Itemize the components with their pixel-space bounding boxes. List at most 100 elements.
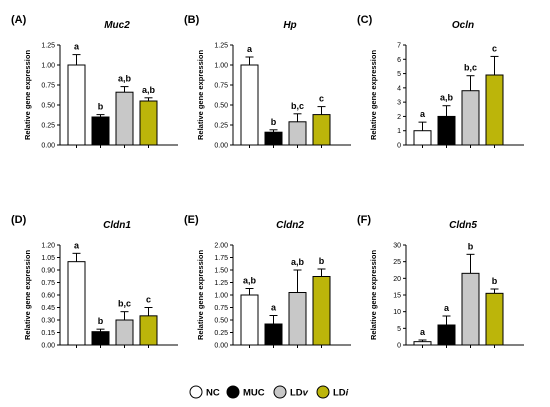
- legend-item: LDv: [273, 385, 309, 399]
- bar-nc: [240, 294, 259, 346]
- bar-muc: [264, 323, 283, 346]
- y-tick-label: 0.60: [41, 293, 55, 300]
- legend: NC MUC LDv LDi: [189, 385, 349, 399]
- legend-label-main: MUC: [243, 388, 265, 399]
- legend-label-suffix: i: [346, 388, 349, 399]
- significance-label: b,c: [291, 101, 304, 111]
- y-tick-label: 0.25: [214, 330, 228, 337]
- y-tick-label: 0.25: [41, 123, 55, 130]
- chart-title: Hp: [283, 20, 296, 31]
- panel-letter: (D): [11, 214, 27, 226]
- y-tick-label: 1.20: [41, 243, 55, 250]
- y-tick-label: 4: [397, 85, 401, 92]
- y-tick-label: 5: [397, 326, 401, 333]
- legend-label: LDi: [333, 388, 349, 399]
- y-tick-label: 0.75: [214, 305, 228, 312]
- panel-letter: (E): [184, 214, 199, 226]
- bar-ldi: [312, 114, 331, 146]
- y-tick-label: 0.50: [214, 103, 228, 110]
- bar-muc: [437, 324, 456, 346]
- y-tick-label: 1.00: [41, 63, 55, 70]
- y-tick-label: 5: [397, 71, 401, 78]
- panel-letter: (B): [184, 14, 200, 26]
- y-axis-label: Relative gene expression: [196, 50, 205, 140]
- y-tick-label: 1.25: [41, 43, 55, 50]
- significance-label: b: [98, 102, 104, 112]
- y-tick-label: 1: [397, 128, 401, 135]
- y-tick-label: 0.00: [214, 143, 228, 150]
- significance-label: b: [98, 316, 104, 326]
- y-tick-label: 15: [393, 293, 401, 300]
- y-axis-label: Relative gene expression: [196, 250, 205, 340]
- y-tick-label: 2: [397, 114, 401, 121]
- significance-label: a,b: [291, 257, 305, 267]
- bar-nc: [67, 64, 86, 146]
- bar-ldi: [139, 100, 158, 146]
- legend-label: NC: [206, 388, 220, 399]
- bar-ldv: [461, 272, 480, 346]
- bar-nc: [413, 130, 432, 146]
- panel-letter: (A): [11, 14, 27, 26]
- y-tick-label: 0.75: [41, 83, 55, 90]
- significance-label: a: [420, 109, 426, 119]
- y-tick-label: 1.05: [41, 255, 55, 262]
- bar-ldv: [288, 121, 307, 146]
- bar-ldi: [485, 74, 504, 146]
- chart-panel: (B) Hp Relative gene expression 0.00 0.25 0.5…: [184, 14, 351, 150]
- chart-panel: (F) Cldn5 Relative gene expression 0 5 10 15 20…: [357, 214, 524, 350]
- y-tick-label: 3: [397, 100, 401, 107]
- y-axis-label: Relative gene expression: [23, 250, 32, 340]
- y-tick-label: 0.00: [214, 343, 228, 350]
- legend-label-main: NC: [206, 388, 220, 399]
- bar-ldv: [288, 292, 307, 346]
- significance-label: c: [146, 295, 151, 305]
- legend-item: MUC: [226, 385, 265, 399]
- y-tick-label: 0.00: [41, 143, 55, 150]
- y-axis-label: Relative gene expression: [369, 50, 378, 140]
- significance-label: b: [271, 117, 277, 127]
- y-tick-label: 0.50: [41, 103, 55, 110]
- y-tick-label: 2.00: [214, 243, 228, 250]
- bar-muc: [91, 331, 110, 346]
- legend-marker: [273, 385, 287, 399]
- significance-label: a: [271, 303, 277, 313]
- y-tick-label: 1.75: [214, 255, 228, 262]
- y-tick-label: 0.30: [41, 318, 55, 325]
- bar-ldi: [139, 315, 158, 346]
- significance-label: c: [319, 94, 324, 104]
- y-tick-label: 0.75: [214, 83, 228, 90]
- bar-ldi: [312, 276, 331, 346]
- legend-item: NC: [189, 385, 220, 399]
- significance-label: b,c: [464, 63, 477, 73]
- y-tick-label: 0.50: [214, 318, 228, 325]
- legend-label: LDv: [290, 388, 309, 399]
- y-tick-label: 1.25: [214, 280, 228, 287]
- significance-label: c: [492, 43, 497, 53]
- legend-label-main: LD: [290, 388, 303, 399]
- significance-label: a: [444, 303, 450, 313]
- bar-ldi: [485, 292, 504, 346]
- y-tick-label: 10: [393, 309, 401, 316]
- chart-title: Cldn5: [449, 220, 477, 231]
- significance-label: b: [319, 256, 325, 266]
- significance-label: a,b: [243, 276, 257, 286]
- legend-label: MUC: [243, 388, 265, 399]
- chart-title: Ocln: [452, 20, 474, 31]
- chart-panel: (C) Ocln Relative gene expression 0 1 2 3 4 5 6 7 a…: [357, 14, 524, 150]
- y-tick-label: 20: [393, 276, 401, 283]
- y-tick-label: 6: [397, 57, 401, 64]
- significance-label: a: [420, 327, 426, 337]
- y-tick-label: 7: [397, 43, 401, 50]
- bar-muc: [437, 115, 456, 146]
- bar-nc: [240, 64, 259, 146]
- chart-panel: (E) Cldn2 Relative gene expression 0.00 0.25…: [184, 214, 351, 350]
- significance-label: b,c: [118, 299, 131, 309]
- bar-muc: [264, 131, 283, 146]
- bar-nc: [413, 341, 432, 346]
- chart-title: Cldn2: [276, 220, 304, 231]
- y-tick-label: 0.90: [41, 268, 55, 275]
- legend-marker: [189, 385, 203, 399]
- bar-ldv: [115, 319, 134, 346]
